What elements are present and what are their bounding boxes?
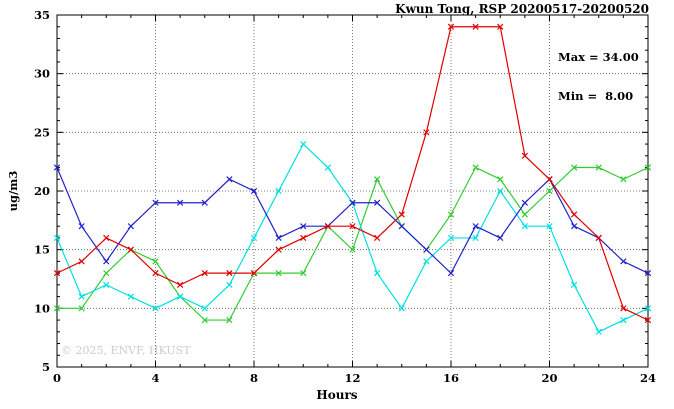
tick-labels: 0 4 8 12 16 20 24 5 10 15 20 25 30 35 [34, 8, 656, 385]
chart-title: Kwun Tong, RSP 20200517-20200520 [395, 2, 649, 16]
svg-text:12: 12 [344, 371, 360, 385]
svg-text:20: 20 [541, 371, 557, 385]
min-value-label: Min = 8.00 [558, 89, 634, 103]
svg-text:30: 30 [34, 67, 50, 81]
svg-text:15: 15 [34, 243, 50, 257]
watermark: © 2025, ENVF, HKUST [61, 344, 191, 357]
x-axis-label: Hours [316, 388, 358, 402]
y-axis-label: ug/m3 [6, 170, 20, 212]
svg-text:0: 0 [53, 371, 61, 385]
svg-text:25: 25 [34, 125, 50, 139]
series-blue [53, 164, 652, 277]
svg-text:35: 35 [34, 8, 50, 22]
svg-text:4: 4 [151, 371, 159, 385]
max-value-label: Max = 34.00 [558, 50, 639, 64]
series-red [53, 23, 652, 324]
max-min-annotation: Max = 34.00 Min = 8.00 [558, 25, 639, 129]
svg-text:20: 20 [34, 184, 50, 198]
axis-ticks [56, 14, 649, 368]
svg-text:16: 16 [443, 371, 459, 385]
svg-text:24: 24 [640, 371, 656, 385]
svg-text:5: 5 [42, 360, 50, 374]
svg-text:10: 10 [34, 301, 50, 315]
svg-text:8: 8 [250, 371, 258, 385]
